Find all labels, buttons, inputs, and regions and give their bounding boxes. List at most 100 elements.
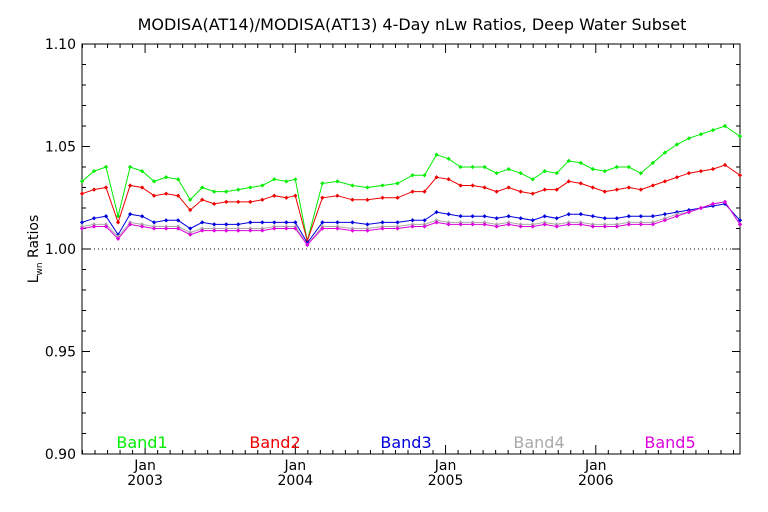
data-point xyxy=(530,224,535,229)
y-axis-label-main: L xyxy=(26,275,42,283)
data-point xyxy=(103,224,109,229)
data-point xyxy=(188,197,193,202)
data-point xyxy=(410,173,415,178)
data-point xyxy=(188,207,193,213)
legend-entry-band3: Band3 xyxy=(380,433,431,452)
data-point xyxy=(590,214,595,219)
data-point xyxy=(422,173,427,178)
series-band5 xyxy=(79,199,743,248)
data-point xyxy=(686,171,692,176)
data-point xyxy=(542,214,547,219)
data-point xyxy=(380,220,385,225)
y-axis: 0.90 0.95 1.00 1.05 1.10 xyxy=(45,37,740,463)
x-tick-year: 2004 xyxy=(278,473,314,489)
data-point xyxy=(236,199,241,205)
data-point xyxy=(91,168,97,174)
y-tick-label: 1.05 xyxy=(45,140,76,156)
data-point xyxy=(737,222,743,227)
data-point xyxy=(335,193,340,198)
data-point xyxy=(365,197,370,202)
data-point xyxy=(127,212,133,217)
data-point xyxy=(164,191,169,196)
data-point xyxy=(458,183,463,188)
series-layer xyxy=(79,123,743,248)
data-point xyxy=(163,226,169,231)
data-point xyxy=(530,218,535,223)
data-point xyxy=(662,179,668,184)
data-point xyxy=(638,187,643,192)
data-point xyxy=(91,216,97,221)
data-point xyxy=(115,214,121,219)
data-point xyxy=(530,191,535,196)
data-point xyxy=(79,179,85,184)
data-point xyxy=(578,212,583,217)
data-point xyxy=(482,185,487,190)
chart-title: MODISA(AT14)/MODISA(AT13) 4-Day nLw Rati… xyxy=(138,15,687,34)
data-point xyxy=(176,177,181,182)
x-tick-year: 2003 xyxy=(127,473,163,489)
data-point xyxy=(212,201,217,207)
data-point xyxy=(506,185,511,190)
x-tick-month: Jan xyxy=(133,458,156,474)
data-point xyxy=(626,214,631,219)
data-point xyxy=(91,187,97,192)
data-point xyxy=(410,224,415,229)
data-point xyxy=(590,166,595,172)
data-point xyxy=(566,212,571,217)
data-point xyxy=(554,216,559,221)
data-point xyxy=(188,232,193,237)
data-point xyxy=(127,164,133,170)
data-point xyxy=(380,195,385,200)
data-point xyxy=(248,220,253,225)
data-point xyxy=(737,173,743,178)
series-line xyxy=(81,125,741,241)
series-band2 xyxy=(79,162,743,243)
data-point xyxy=(320,220,325,225)
data-point xyxy=(626,185,631,190)
data-point xyxy=(272,220,277,225)
series-band4 xyxy=(79,199,743,248)
data-point xyxy=(320,195,325,200)
data-point xyxy=(272,177,277,182)
data-point xyxy=(350,183,355,188)
data-point xyxy=(293,220,298,225)
data-point xyxy=(422,224,427,229)
data-point xyxy=(566,158,571,164)
data-point xyxy=(698,205,704,211)
data-point xyxy=(650,183,656,188)
data-point xyxy=(470,183,475,188)
data-point xyxy=(91,224,97,229)
data-point xyxy=(614,187,619,192)
data-point xyxy=(686,136,692,141)
data-point xyxy=(518,216,523,221)
data-point xyxy=(710,166,716,172)
data-point xyxy=(737,218,743,223)
x-tick-month: Jan xyxy=(434,458,457,474)
data-point xyxy=(224,189,229,194)
data-point xyxy=(602,189,607,194)
data-point xyxy=(103,164,109,170)
legend-entry-band1: Band1 xyxy=(116,433,167,452)
data-point xyxy=(115,220,121,225)
data-point xyxy=(674,214,680,219)
x-tick-month: Jan xyxy=(284,458,307,474)
data-point xyxy=(638,214,643,219)
data-point xyxy=(335,179,340,184)
data-point xyxy=(152,220,157,225)
data-point xyxy=(710,127,716,133)
data-point xyxy=(410,218,415,223)
data-point xyxy=(722,123,728,129)
data-point xyxy=(506,166,511,172)
data-point xyxy=(518,189,523,194)
data-point xyxy=(662,212,668,217)
data-point xyxy=(365,185,370,190)
data-point xyxy=(554,187,559,192)
data-point xyxy=(554,171,559,176)
x-tick-month: Jan xyxy=(584,458,607,474)
data-point xyxy=(212,189,217,194)
data-point xyxy=(434,210,439,215)
data-point xyxy=(446,212,451,217)
data-point xyxy=(224,199,229,204)
data-point xyxy=(542,187,547,192)
